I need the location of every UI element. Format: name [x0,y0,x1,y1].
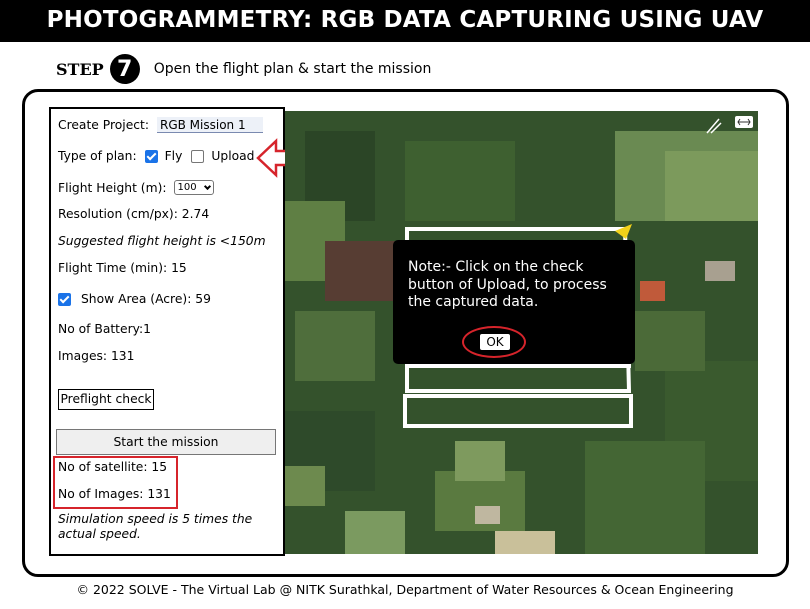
satellite-highlight-box [53,456,178,509]
image-count-text: No of Images: 131 [58,487,171,501]
flight-height-value: 100 [177,182,197,193]
drone-marker-icon [615,224,632,239]
suggested-height-note: Suggested flight height is <150m [58,234,266,248]
flight-height-select[interactable]: 100 [173,180,214,195]
simulation-frame [22,89,789,577]
type-of-plan-label: Type of plan: [58,149,137,163]
chevron-down-icon [203,182,211,191]
battery-text: No of Battery:1 [58,322,151,336]
show-area-label: Show Area (Acre): 59 [81,292,211,306]
fly-checkbox[interactable] [144,149,158,163]
satellite-count-text: No of satellite: 15 [58,460,168,474]
flight-plan-panel: Create Project: RGB Mission 1 Type of pl… [49,107,285,556]
project-name-input[interactable]: RGB Mission 1 [156,117,263,133]
flight-height-row: Flight Height (m): 100 [58,180,214,195]
show-area-checkbox[interactable] [58,292,71,306]
create-project-label: Create Project: [58,118,149,132]
map-tools-icon [706,118,722,134]
type-of-plan-row: Type of plan: Fly Upload [58,149,254,163]
images-text: Images: 131 [58,349,135,363]
resolution-text: Resolution (cm/px): 2.74 [58,207,210,221]
ok-highlight-ring [462,326,526,358]
ok-button[interactable]: OK [480,334,510,350]
footer-credit: © 2022 SOLVE - The Virtual Lab @ NITK Su… [76,582,734,597]
show-area-row: Show Area (Acre): 59 [58,292,211,306]
upload-checkbox[interactable] [191,149,205,163]
preflight-check-button[interactable]: Preflight check [58,389,154,410]
start-mission-button[interactable]: Start the mission [56,429,276,455]
step-heading: STEP 7 Open the flight plan & start the … [56,54,431,84]
simulation-speed-note: Simulation speed is 5 times the actual s… [58,512,253,541]
upload-label: Upload [211,149,255,163]
step-number-badge: 7 [109,54,140,84]
note-message: Note:- Click on the check button of Uplo… [408,259,607,310]
flight-height-label: Flight Height (m): [58,180,167,195]
fly-label: Fly [164,149,183,163]
create-project-row: Create Project: RGB Mission 1 [58,117,263,133]
page-title: PHOTOGRAMMETRY: RGB DATA CAPTURING USING… [0,0,810,42]
step-label: STEP [56,59,104,79]
note-dialog: Note:- Click on the check button of Uplo… [393,240,635,364]
step-instruction: Open the flight plan & start the mission [153,61,432,77]
flight-time-text: Flight Time (min): 15 [58,261,187,275]
